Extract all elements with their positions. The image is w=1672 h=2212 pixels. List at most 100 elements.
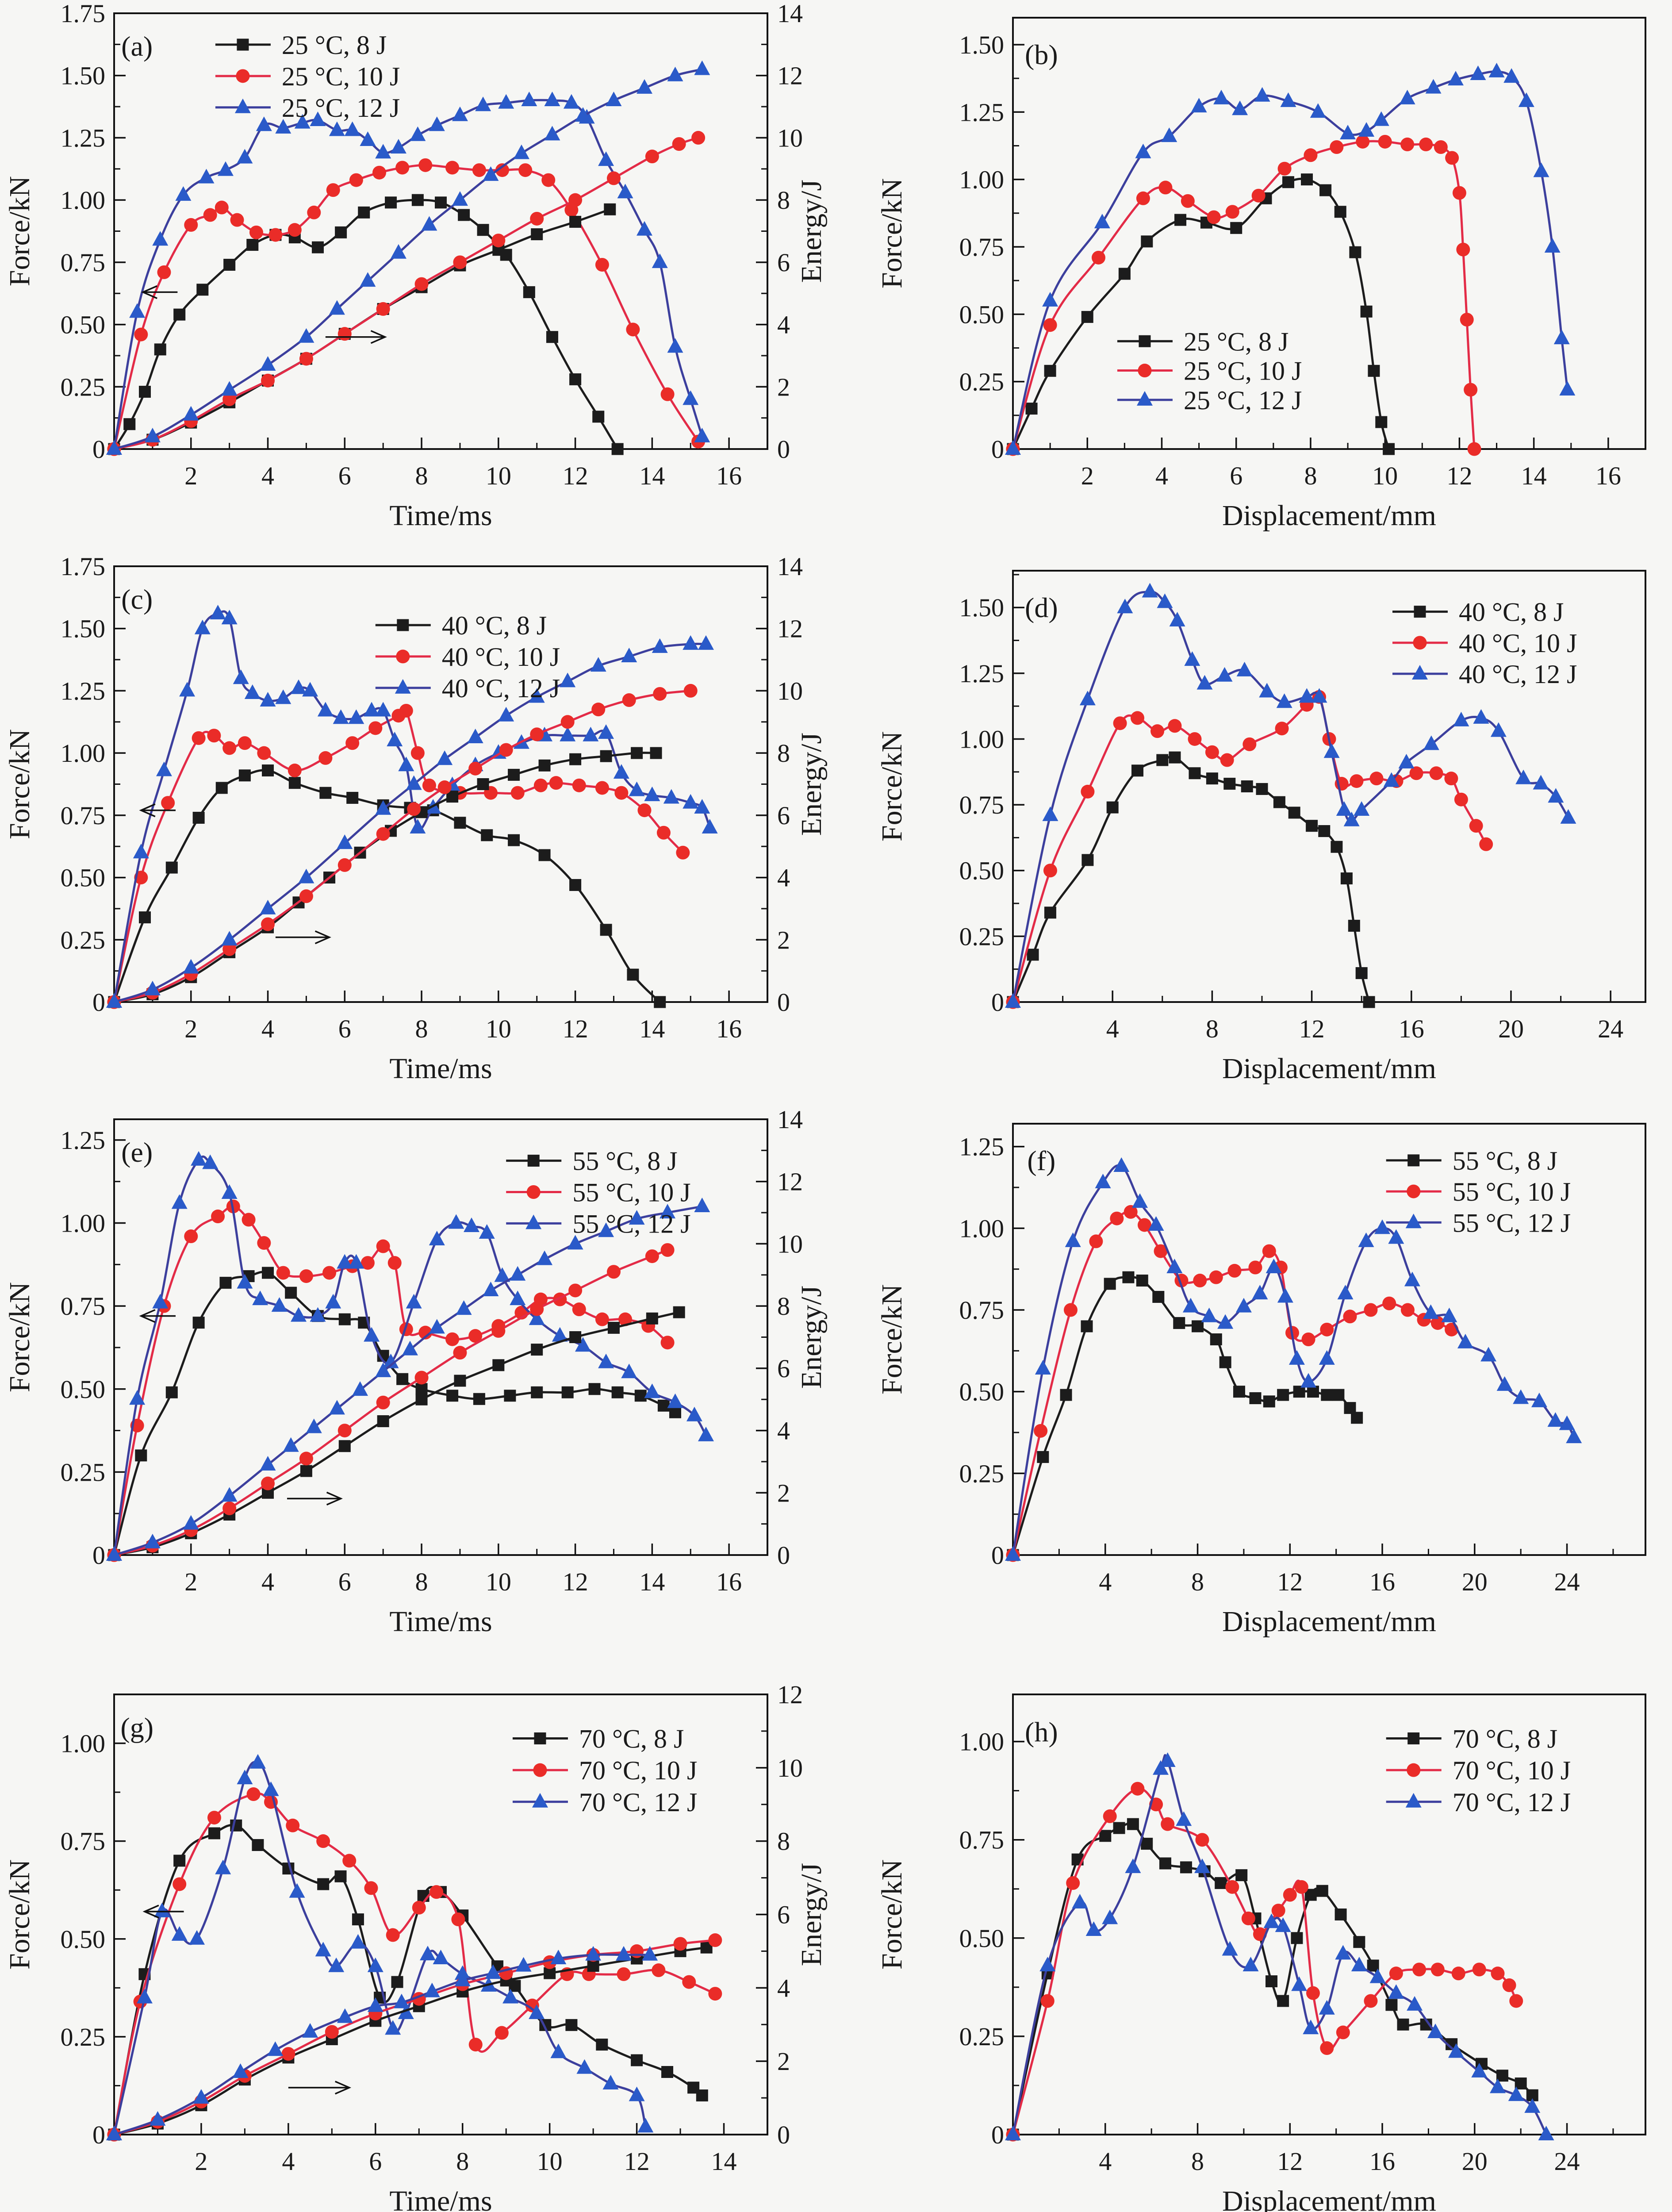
y-tick-label: 0 — [92, 435, 105, 464]
y-tick-label: 1.00 — [61, 1729, 106, 1758]
y-right-tick-label: 4 — [777, 864, 790, 892]
chart-cell-a: 2 4 6 8 10 12 14 16 Time/ms 0 0.25 0.50 0.75 1.00 1.25… — [0, 0, 836, 553]
x-tick-label: 16 — [1369, 2147, 1395, 2176]
x-tick-label: 24 — [1598, 1014, 1623, 1043]
series-force-12J — [106, 92, 710, 455]
y-tick-label: 1.00 — [61, 1209, 106, 1238]
y-tick-label: 0.50 — [61, 1925, 106, 1954]
y-right-tick-label: 8 — [777, 186, 790, 215]
x-tick-label: 12 — [1299, 1014, 1325, 1043]
series-energy-12J — [106, 1946, 658, 2140]
y-right-tick-label: 4 — [777, 1974, 790, 2002]
y-tick-label: 1.25 — [61, 123, 106, 152]
axis-direction-arrow — [141, 285, 178, 300]
y-right-axis-c: 0 2 4 6 8 10 12 14 — [756, 553, 803, 1017]
panel-label-g: (g) — [120, 1712, 153, 1743]
legend-label: 70 °C, 8 J — [579, 1724, 684, 1754]
x-tick-label: 12 — [1446, 461, 1472, 490]
x-tick-label: 12 — [624, 2147, 650, 2176]
x-tick-label: 14 — [639, 1014, 665, 1043]
x-tick-label: 4 — [1155, 461, 1168, 490]
x-tick-label: 6 — [1230, 461, 1242, 490]
chart-a: 2 4 6 8 10 12 14 16 Time/ms 0 0.25 0.50 0.75 1.00 1.25… — [4, 0, 828, 532]
x-tick-label: 4 — [1099, 1567, 1112, 1596]
y-right-tick-label: 0 — [777, 1541, 790, 1570]
chart-b: 2 4 6 8 10 12 14 16 Displacement/mm 0 0.25 0.50 0.75… — [876, 17, 1646, 532]
y-left-axis-d: 0 0.25 0.50 0.75 1.00 1.25 1.50 — [959, 574, 1024, 1017]
x-tick-label: 8 — [1191, 1567, 1204, 1596]
series-energy-12J — [106, 60, 710, 455]
legend-label: 55 °C, 8 J — [572, 1147, 677, 1176]
legend-label: 40 °C, 10 J — [442, 642, 560, 672]
y-right-tick-label: 10 — [777, 123, 803, 152]
x-tick-label: 24 — [1554, 1567, 1580, 1596]
x-tick-label: 4 — [1099, 2147, 1112, 2176]
y-tick-label: 0.50 — [61, 864, 106, 892]
y-tick-label: 1.25 — [61, 1126, 106, 1155]
y-left-axis-g: 0 0.25 0.50 0.75 1.00 — [61, 1729, 126, 2149]
legend-label: 70 °C, 12 J — [579, 1788, 697, 1817]
y-right-tick-label: 2 — [777, 1479, 790, 1507]
y-tick-label: 1.75 — [61, 553, 106, 581]
y-tick-label: 0.75 — [61, 801, 106, 830]
y-right-tick-label: 8 — [777, 739, 790, 768]
y-tick-label: 0.75 — [61, 1292, 106, 1321]
y-right-tick-label: 10 — [777, 1229, 803, 1258]
y-tick-label: 1.00 — [959, 1728, 1005, 1756]
y-tick-label: 0.25 — [61, 2023, 106, 2051]
x-tick-label: 16 — [1369, 1567, 1395, 1596]
panel-label-e: (e) — [121, 1137, 153, 1168]
y-right-tick-label: 8 — [777, 1827, 790, 1856]
legend-label: 25 °C, 12 J — [282, 93, 400, 123]
x-tick-label: 6 — [369, 2147, 382, 2176]
y-tick-label: 0.25 — [959, 368, 1005, 396]
x-tick-label: 14 — [1521, 461, 1547, 490]
y-tick-label: 0 — [991, 2120, 1004, 2149]
x-tick-label: 10 — [537, 2147, 563, 2176]
series-force-12J — [106, 1754, 654, 2140]
y-tick-label: 0.25 — [61, 1458, 106, 1486]
y-right-tick-label: 0 — [777, 2120, 790, 2149]
y-left-axis-a: 0 0.25 0.50 0.75 1.00 1.25 1.50 1.75 — [61, 0, 126, 464]
chart-g: 2 4 6 8 10 12 14 Time/ms 0 0.25 0.50 0.75 1.00 Force/… — [4, 1680, 828, 2212]
y-tick-label: 1.00 — [61, 186, 106, 215]
legend-label: 25 °C, 10 J — [1184, 357, 1302, 386]
chart-cell-g: 2 4 6 8 10 12 14 Time/ms 0 0.25 0.50 0.75 1.00 Force/… — [0, 1659, 836, 2212]
x-tick-label: 6 — [338, 1014, 351, 1043]
series-force-8J — [1007, 751, 1375, 1008]
y-tick-label: 0 — [92, 2120, 105, 2149]
y-left-axis-label: Force/kN — [4, 1859, 36, 1970]
y-right-tick-label: 8 — [777, 1292, 790, 1321]
legend-label: 55 °C, 12 J — [1453, 1208, 1571, 1237]
panel-label-a: (a) — [121, 31, 153, 62]
x-tick-label: 2 — [1081, 461, 1094, 490]
series-force-12J — [1005, 1752, 1554, 2140]
y-tick-label: 1.50 — [61, 61, 106, 90]
x-tick-label: 14 — [639, 461, 665, 490]
y-tick-label: 1.75 — [61, 0, 106, 28]
y-tick-label: 0.75 — [61, 1827, 106, 1856]
legend-label: 40 °C, 10 J — [1459, 629, 1577, 658]
series-force-10J — [107, 703, 690, 1009]
y-left-axis-label: Force/kN — [876, 1284, 908, 1394]
y-tick-label: 1.50 — [959, 593, 1005, 622]
series-energy-12J — [106, 1198, 710, 1561]
legend-label: 70 °C, 10 J — [1453, 1756, 1571, 1785]
axis-direction-arrow — [139, 1309, 176, 1323]
y-tick-label: 0.50 — [959, 856, 1005, 885]
chart-c: 2 4 6 8 10 12 14 16 Time/ms 0 0.25 0.50 0.75 1.00 1.25… — [4, 553, 828, 1085]
x-tick-label: 4 — [261, 1014, 274, 1043]
y-tick-label: 1.00 — [959, 165, 1005, 194]
y-right-axis-label: Energy/J — [795, 180, 828, 283]
y-right-tick-label: 6 — [777, 801, 790, 830]
series-force-10J — [107, 1199, 675, 1562]
axis-direction-arrow — [288, 2081, 352, 2095]
x-tick-label: 10 — [486, 461, 511, 490]
y-right-tick-label: 6 — [777, 1901, 790, 1929]
x-axis-label: Time/ms — [389, 1605, 492, 1638]
x-tick-label: 10 — [486, 1014, 511, 1043]
y-right-tick-label: 12 — [777, 1167, 803, 1196]
x-axis-c: 2 4 6 8 10 12 14 16 — [152, 991, 742, 1043]
y-tick-label: 1.00 — [959, 725, 1005, 753]
chart-e: 2 4 6 8 10 12 14 16 Time/ms 0 0.25 0.50 0.75 1.00 1.25… — [4, 1106, 828, 1638]
